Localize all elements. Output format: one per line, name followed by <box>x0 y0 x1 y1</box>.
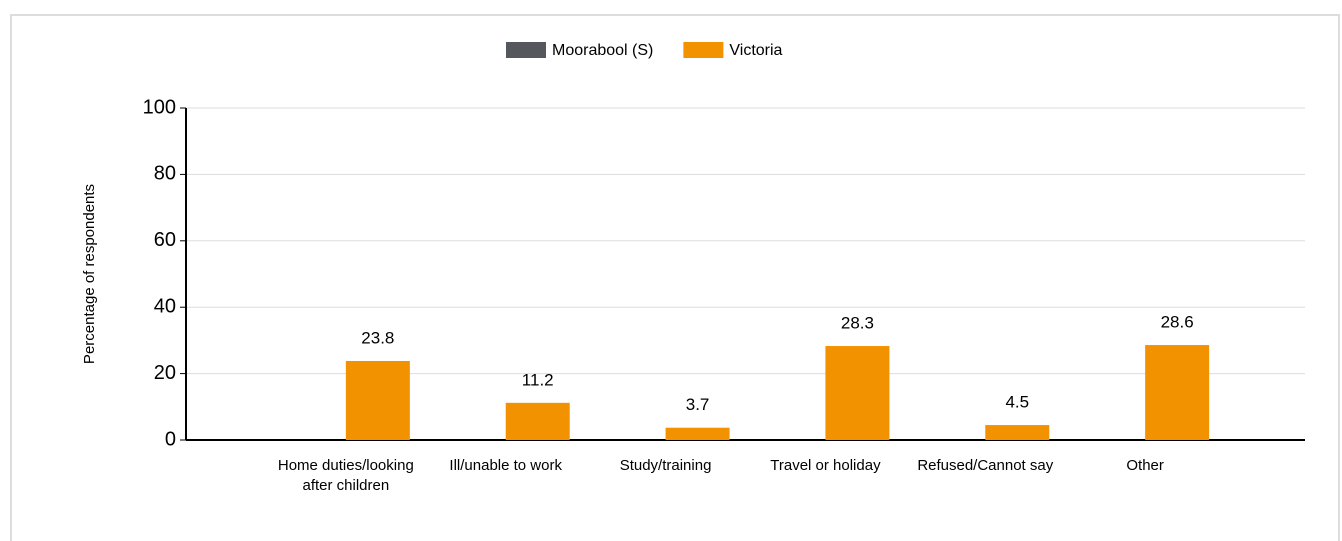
legend-label: Victoria <box>729 42 782 59</box>
value-label: 28.3 <box>841 314 874 333</box>
bar <box>1145 345 1210 440</box>
value-label: 4.5 <box>1005 393 1029 412</box>
value-label: 23.8 <box>361 328 394 347</box>
x-tick-label: Refused/Cannot say <box>917 457 1054 474</box>
frame <box>10 14 1340 541</box>
y-axis-label: Percentage of respondents <box>81 184 98 364</box>
y-tick-label: 100 <box>143 96 176 118</box>
value-label: 28.6 <box>1161 313 1194 332</box>
legend-label: Moorabool (S) <box>552 42 653 59</box>
x-tick-label: Ill/unable to work <box>449 457 562 474</box>
y-tick-label: 40 <box>154 295 176 317</box>
bar <box>985 425 1050 440</box>
bar <box>505 402 570 440</box>
y-tick-label: 80 <box>154 163 176 185</box>
y-tick-label: 60 <box>154 229 176 251</box>
value-label: 3.7 <box>686 395 710 414</box>
legend-swatch <box>506 42 546 58</box>
bar <box>825 346 890 440</box>
x-tick-label: Study/training <box>619 457 712 474</box>
y-tick-label: 20 <box>154 362 176 384</box>
legend-swatch <box>683 42 724 58</box>
bar <box>345 360 410 440</box>
value-label: 11.2 <box>522 370 554 389</box>
x-tick-label: Other <box>1126 457 1164 474</box>
y-tick-label: 0 <box>165 428 176 450</box>
bar <box>665 427 730 440</box>
x-tick-label: Travel or holiday <box>770 457 881 474</box>
x-tick-label: Home duties/looking after children <box>277 457 414 494</box>
